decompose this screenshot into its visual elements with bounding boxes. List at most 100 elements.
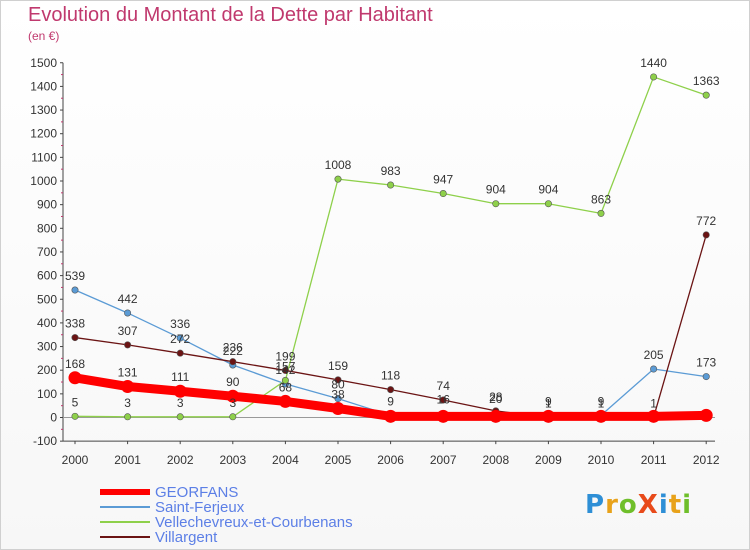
data-point bbox=[334, 376, 342, 384]
y-tick-label: 700 bbox=[37, 245, 57, 259]
data-point bbox=[331, 402, 345, 416]
y-tick-label: 400 bbox=[37, 316, 57, 330]
data-label: 236 bbox=[223, 341, 243, 355]
y-tick-label: 1000 bbox=[30, 174, 57, 188]
data-point bbox=[278, 394, 292, 408]
data-point bbox=[492, 200, 500, 208]
data-label: 222 bbox=[223, 344, 243, 358]
x-tick-label: 2001 bbox=[114, 453, 141, 467]
data-label: 338 bbox=[65, 317, 85, 331]
data-label: 772 bbox=[696, 214, 716, 228]
data-point bbox=[176, 334, 184, 342]
data-point bbox=[176, 349, 184, 357]
chart-lines bbox=[68, 73, 713, 423]
data-point bbox=[173, 384, 187, 398]
data-point bbox=[594, 409, 608, 423]
chart-axes: -100010020030040050060070080090010001100… bbox=[30, 56, 720, 467]
legend-label: GEORFANS bbox=[155, 484, 239, 501]
y-tick-label: 600 bbox=[37, 269, 57, 283]
data-label: 1440 bbox=[640, 56, 667, 70]
data-point bbox=[650, 73, 658, 81]
data-point bbox=[281, 366, 289, 374]
data-label: 28 bbox=[489, 390, 503, 404]
data-label: 80 bbox=[331, 378, 345, 392]
legend-label: Saint-Ferjeux bbox=[155, 499, 245, 516]
data-point bbox=[124, 309, 132, 317]
data-point bbox=[334, 395, 342, 403]
data-point bbox=[439, 190, 447, 198]
chart-subtitle: (en €) bbox=[28, 29, 60, 43]
data-label: 1 bbox=[650, 396, 657, 410]
data-label: 168 bbox=[65, 357, 85, 371]
data-label: 5 bbox=[72, 395, 79, 409]
data-point bbox=[124, 413, 132, 421]
data-label: 539 bbox=[65, 269, 85, 283]
legend-swatch-villargent bbox=[100, 536, 150, 538]
data-label: 90 bbox=[226, 375, 240, 389]
data-point bbox=[124, 341, 132, 349]
data-label: 131 bbox=[118, 366, 138, 380]
data-label: 9 bbox=[545, 394, 552, 408]
data-label: 199 bbox=[275, 349, 295, 363]
x-tick-label: 2003 bbox=[219, 453, 246, 467]
legend-swatch-georfans bbox=[100, 489, 150, 495]
data-label: 159 bbox=[328, 359, 348, 373]
data-label: 68 bbox=[279, 380, 293, 394]
data-label: 947 bbox=[433, 173, 453, 187]
data-label: 983 bbox=[381, 164, 401, 178]
x-tick-label: 2007 bbox=[430, 453, 457, 467]
y-tick-label: 100 bbox=[37, 387, 57, 401]
x-tick-label: 2004 bbox=[272, 453, 299, 467]
data-point bbox=[229, 413, 237, 421]
y-tick-label: 500 bbox=[37, 292, 57, 306]
y-tick-label: 900 bbox=[37, 198, 57, 212]
data-label: 3 bbox=[124, 396, 131, 410]
data-label: 863 bbox=[591, 192, 611, 206]
data-point bbox=[226, 389, 240, 403]
proxiti-logo: ProXiti bbox=[585, 490, 693, 520]
data-point bbox=[384, 409, 398, 423]
data-label: 442 bbox=[118, 292, 138, 306]
data-point bbox=[597, 209, 605, 217]
data-point bbox=[334, 175, 342, 183]
y-tick-label: 200 bbox=[37, 363, 57, 377]
y-tick-label: 800 bbox=[37, 221, 57, 235]
x-tick-label: 2010 bbox=[588, 453, 615, 467]
x-tick-label: 2006 bbox=[377, 453, 404, 467]
data-point bbox=[281, 376, 289, 384]
data-label: 1 bbox=[545, 396, 552, 410]
x-tick-label: 2012 bbox=[693, 453, 720, 467]
chart-title: Evolution du Montant de la Dette par Hab… bbox=[28, 4, 433, 26]
data-point bbox=[71, 286, 79, 294]
data-point bbox=[541, 409, 555, 423]
data-label: 307 bbox=[118, 324, 138, 338]
data-point bbox=[176, 413, 184, 421]
data-label: 1 bbox=[598, 396, 605, 410]
data-label: 118 bbox=[381, 369, 400, 383]
data-point bbox=[489, 409, 503, 423]
data-point bbox=[229, 358, 237, 366]
data-label: 20 bbox=[489, 392, 503, 406]
data-label: 16 bbox=[437, 393, 451, 407]
data-label: 74 bbox=[437, 379, 451, 393]
data-label: 336 bbox=[170, 317, 190, 331]
y-tick-label: -100 bbox=[33, 434, 57, 448]
y-tick-label: 1200 bbox=[30, 127, 57, 141]
data-point bbox=[647, 409, 661, 423]
data-point bbox=[699, 408, 713, 422]
y-tick-label: 1400 bbox=[30, 79, 57, 93]
data-label: 173 bbox=[696, 356, 716, 370]
data-label: 904 bbox=[538, 183, 558, 197]
data-label: 142 bbox=[275, 363, 295, 377]
data-point bbox=[702, 231, 710, 239]
x-tick-label: 2000 bbox=[62, 453, 89, 467]
y-tick-label: 1300 bbox=[30, 103, 57, 117]
data-point bbox=[71, 412, 79, 420]
legend-label: Vellechevreux-et-Courbenans bbox=[155, 514, 353, 531]
data-point bbox=[702, 91, 710, 99]
data-label: 3 bbox=[177, 396, 184, 410]
data-label: 1008 bbox=[325, 158, 352, 172]
legend-label: Villargent bbox=[155, 529, 218, 546]
